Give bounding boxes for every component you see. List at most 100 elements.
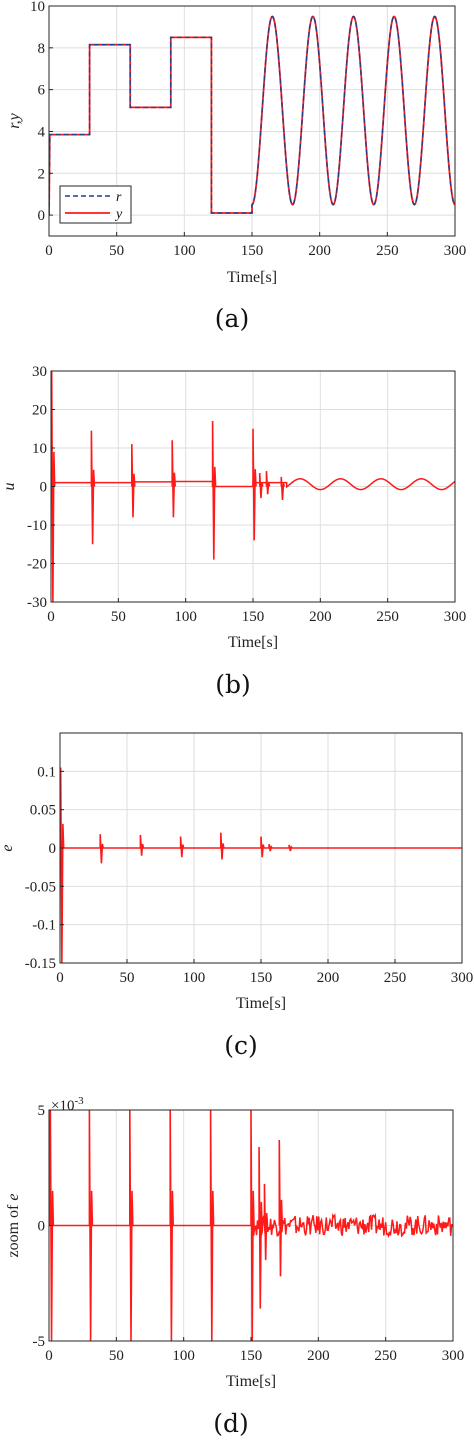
panel-caption: (d)	[213, 1409, 249, 1438]
x-tick-label: 250	[384, 970, 407, 986]
panel-c: 0 50 100 150 200 250 300 -0.15 -0.1 -0.05 0 0.05 0.1…	[0, 732, 474, 1060]
y-axis-label: zoom of e	[5, 1194, 22, 1258]
y-tick-label: -5	[33, 1334, 46, 1350]
y-tick-label: 8	[38, 41, 46, 57]
y-tick-label: -0.15	[25, 956, 56, 972]
y-tick-label: 0.1	[37, 764, 56, 780]
y-tick-label: 10	[30, 0, 45, 15]
data-layer	[49, 1110, 453, 1341]
x-tick-label: 100	[174, 609, 197, 625]
spike-mark	[260, 836, 265, 858]
x-tick-label: 50	[111, 609, 126, 625]
panel-caption: (b)	[215, 670, 251, 699]
y-tick-label: 10	[32, 441, 47, 457]
x-tick-label: 250	[376, 609, 399, 625]
y-tick-label: 4	[38, 124, 46, 140]
x-tick-label: 300	[444, 609, 467, 625]
y-tick-label: 0.05	[30, 803, 56, 819]
legend-label-r: r	[116, 190, 122, 205]
x-tick-label: 100	[183, 970, 206, 986]
y-tick-label: 0	[38, 208, 46, 224]
spike-mark	[278, 1140, 284, 1277]
y-tick-label: 6	[38, 83, 46, 99]
data-layer	[49, 15, 455, 216]
x-tick-label: 50	[109, 1348, 124, 1364]
spike-mark	[258, 1146, 263, 1309]
series-u-line	[51, 478, 455, 491]
spike-mark	[169, 1110, 174, 1341]
spike-mark	[129, 1110, 134, 1341]
x-tick-label: 100	[173, 243, 196, 259]
spike-mark	[263, 1183, 269, 1261]
x-tick-label: 50	[109, 243, 124, 259]
x-tick-label: 200	[307, 1348, 330, 1364]
y-tick-label: 30	[32, 364, 47, 380]
spike-mark	[90, 430, 96, 545]
spike-mark	[139, 834, 145, 856]
spike-mark	[250, 1110, 255, 1341]
y-axis-label: e	[0, 844, 16, 851]
x-axis-label: Time[s]	[226, 1373, 276, 1390]
data-layer	[51, 371, 455, 602]
x-axis-label: Time[s]	[228, 634, 278, 651]
grid	[49, 6, 455, 236]
x-axis-label: Time[s]	[236, 995, 286, 1012]
spike-mark	[268, 844, 273, 852]
spike-mark	[60, 767, 65, 963]
panel-caption: (a)	[215, 304, 249, 333]
x-tick-label: 150	[241, 243, 264, 259]
y-tick-label: 0	[40, 480, 48, 496]
spike-mark	[211, 421, 217, 560]
spike-mark	[171, 440, 176, 518]
x-tick-label: 0	[47, 609, 55, 625]
y-tick-label: -0.05	[25, 879, 56, 895]
spike-mark	[252, 428, 257, 541]
x-tick-label: 50	[120, 970, 135, 986]
spike-mark	[258, 472, 264, 499]
series-e-line	[49, 1212, 453, 1238]
y-axis-label: u	[1, 483, 18, 491]
x-tick-label: 100	[172, 1348, 195, 1364]
legend-label-y: y	[114, 207, 123, 222]
x-tick-label: 0	[45, 1348, 53, 1364]
spike-mark	[265, 471, 271, 495]
x-tick-label: 200	[309, 609, 332, 625]
spike-mark	[280, 476, 286, 501]
spike-mark	[288, 844, 293, 852]
x-tick-label: 0	[45, 243, 53, 259]
x-tick-label: 200	[308, 243, 331, 259]
x-tick-label: 150	[242, 609, 265, 625]
y-axis-label: r,y	[6, 112, 23, 128]
spike-mark	[220, 832, 225, 860]
series-r-line	[49, 15, 455, 216]
x-tick-label: 300	[451, 970, 474, 986]
y-tick-label: -30	[27, 595, 47, 611]
x-axis-label: Time[s]	[227, 269, 277, 286]
spike-mark	[209, 1110, 215, 1341]
y-tick-label: -10	[27, 518, 47, 534]
x-tick-label: 0	[56, 970, 64, 986]
legend-box	[59, 185, 132, 224]
x-tick-label: 150	[240, 1348, 263, 1364]
y-tick-label: 0	[49, 841, 57, 857]
spike-mark	[131, 444, 136, 518]
x-tick-label: 300	[444, 243, 467, 259]
data-layer	[60, 767, 462, 963]
legend: ry	[59, 185, 132, 224]
spike-mark	[49, 1110, 55, 1341]
x-tick-label: 250	[374, 1348, 397, 1364]
spike-mark	[88, 1110, 94, 1341]
y-tick-label: -20	[27, 557, 47, 573]
panel-b: 0 50 100 150 200 250 300 -30 -20 -10 0 10 20 30 Time[s…	[1, 364, 466, 699]
panel-caption: (c)	[224, 1031, 258, 1060]
x-tick-label: 200	[317, 970, 340, 986]
x-tick-label: 250	[376, 243, 399, 259]
spike-mark	[99, 834, 104, 864]
y-tick-label: 5	[38, 1103, 46, 1119]
y-tick-label: 0	[38, 1219, 46, 1235]
spike-mark	[179, 836, 185, 858]
y-tick-label: 2	[38, 166, 46, 182]
y-tick-label: 20	[32, 403, 47, 419]
